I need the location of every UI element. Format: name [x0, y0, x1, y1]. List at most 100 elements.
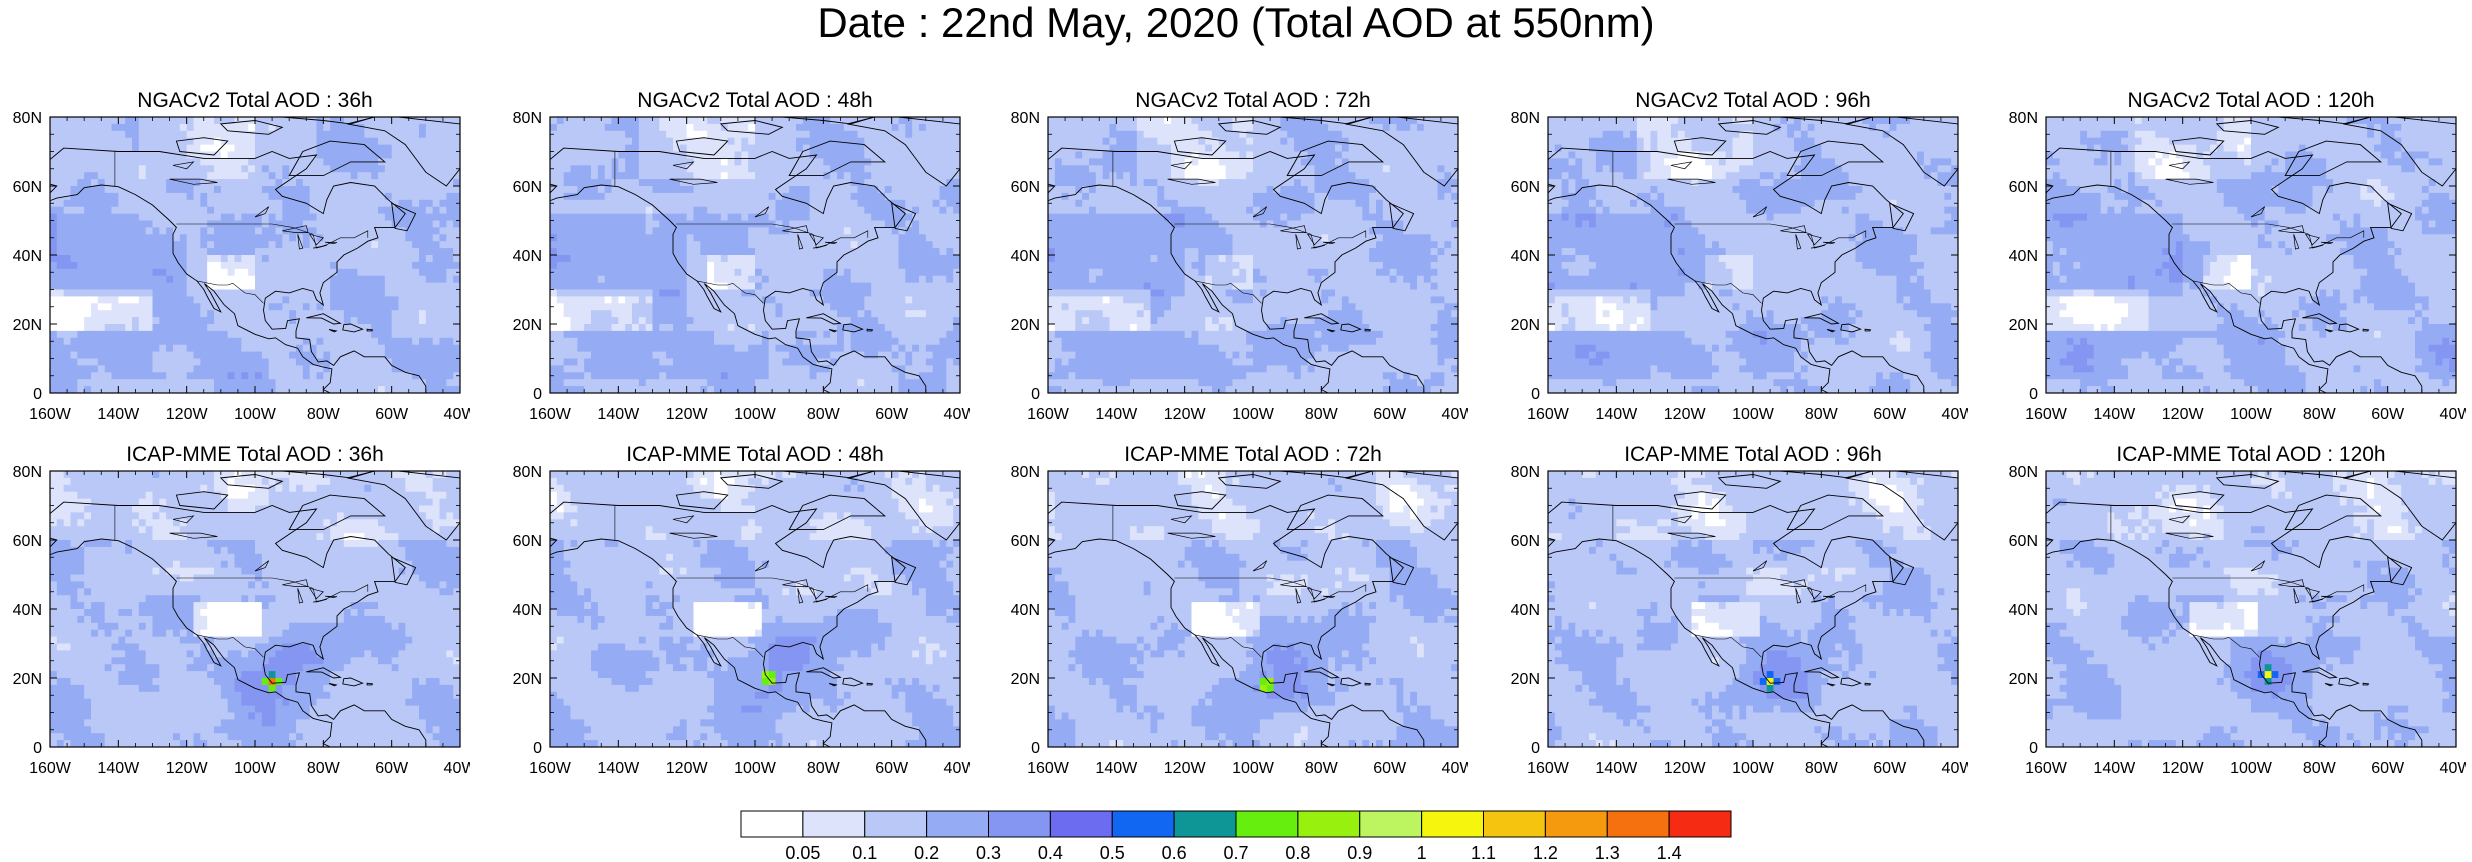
- aod-map: 160W 140W 120W 100W 80W 60W 40W 0 20N 40N 60N 80N: [1011, 110, 1468, 423]
- y-tick-label: 0: [33, 386, 42, 403]
- x-tick-label: 100W: [234, 406, 277, 423]
- colorbar-swatch: [1421, 810, 1485, 838]
- map-panel-ngacv2-5: NGACv2 Total AOD : 120h 160W 140W 120W 100W 8…: [1996, 88, 2466, 433]
- aod-map: 160W 140W 120W 100W 80W 60W 40W 0 20N 40N 60N 80N: [513, 464, 970, 777]
- coastlines: [50, 471, 460, 747]
- map-panel-ngacv2-1: NGACv2 Total AOD : 36h 160W 140W 120W 100W 80…: [0, 88, 470, 433]
- y-tick-label: 20N: [1511, 671, 1540, 688]
- map-plot-area: 160W 140W 120W 100W 80W 60W 40W 0 20N 40N 60N 80N: [2009, 464, 2466, 777]
- x-tick-label: 40W: [2440, 406, 2466, 423]
- y-tick-label: 20N: [1511, 317, 1540, 334]
- map-panel-icap-mme-5: ICAP-MME Total AOD : 120h 160W 140W 120W 100…: [1996, 442, 2466, 787]
- y-tick-label: 60N: [1511, 533, 1540, 550]
- coastlines: [50, 117, 460, 393]
- x-tick-label: 160W: [529, 406, 572, 423]
- map-panel-icap-mme-4: ICAP-MME Total AOD : 96h 160W 140W 120W 100W…: [1498, 442, 1968, 787]
- x-tick-label: 80W: [1805, 406, 1839, 423]
- x-tick-label: 100W: [2230, 406, 2273, 423]
- y-tick-label: 60N: [1011, 533, 1040, 550]
- x-tick-label: 60W: [1373, 406, 1407, 423]
- y-tick-label: 60N: [1511, 179, 1540, 196]
- map-plot-area: 160W 140W 120W 100W 80W 60W 40W 0 20N 40N 60N 80N: [13, 110, 470, 423]
- y-tick-label: 0: [1531, 386, 1540, 403]
- x-tick-label: 160W: [1527, 406, 1570, 423]
- x-tick-label: 100W: [1732, 406, 1775, 423]
- x-tick-label: 100W: [734, 406, 777, 423]
- x-tick-label: 160W: [1027, 406, 1070, 423]
- x-tick-label: 140W: [597, 406, 640, 423]
- map-panel-ngacv2-3: NGACv2 Total AOD : 72h 160W 140W 120W 100W 80…: [998, 88, 1468, 433]
- y-tick-label: 0: [2029, 386, 2038, 403]
- x-tick-label: 140W: [2093, 406, 2136, 423]
- colorbar-swatch: [1606, 810, 1670, 838]
- colorbar-label: 0.4: [1038, 843, 1063, 862]
- y-tick-label: 40N: [13, 602, 42, 619]
- y-tick-label: 40N: [1511, 248, 1540, 265]
- y-tick-label: 0: [533, 386, 542, 403]
- x-tick-label: 60W: [875, 406, 909, 423]
- colorbar-label: 0.8: [1285, 843, 1310, 862]
- y-tick-label: 40N: [513, 602, 542, 619]
- aod-map: 160W 140W 120W 100W 80W 60W 40W 0 20N 40N 60N 80N: [13, 110, 470, 423]
- x-tick-label: 80W: [1305, 406, 1339, 423]
- x-tick-label: 140W: [1595, 760, 1638, 777]
- map-plot-area: 160W 140W 120W 100W 80W 60W 40W 0 20N 40N 60N 80N: [13, 464, 470, 777]
- x-tick-label: 100W: [734, 760, 777, 777]
- x-tick-label: 140W: [97, 406, 140, 423]
- aod-field: [1548, 471, 1958, 747]
- map-panel-ngacv2-2: NGACv2 Total AOD : 48h 160W 140W 120W 100W 80…: [500, 88, 970, 433]
- x-tick-label: 140W: [1595, 406, 1638, 423]
- x-tick-label: 60W: [2371, 406, 2405, 423]
- coastlines: [1048, 117, 1458, 393]
- y-tick-label: 80N: [2009, 464, 2038, 481]
- aod-field: [50, 471, 460, 747]
- colorbar-label: 1.1: [1471, 843, 1496, 862]
- map-plot-area: 160W 140W 120W 100W 80W 60W 40W 0 20N 40N 60N 80N: [513, 464, 970, 777]
- y-tick-label: 20N: [1011, 317, 1040, 334]
- x-tick-label: 60W: [1873, 760, 1907, 777]
- panel-title: NGACv2 Total AOD : 48h: [520, 88, 990, 114]
- y-tick-label: 0: [533, 740, 542, 757]
- coastlines: [1548, 471, 1958, 747]
- y-tick-label: 40N: [1011, 602, 1040, 619]
- x-tick-label: 140W: [1095, 406, 1138, 423]
- colorbar-label: 1.4: [1657, 843, 1682, 862]
- x-tick-label: 120W: [666, 406, 709, 423]
- colorbar-swatch: [1544, 810, 1608, 838]
- map-panel-icap-mme-1: ICAP-MME Total AOD : 36h 160W 140W 120W 100W…: [0, 442, 470, 787]
- y-tick-label: 80N: [13, 110, 42, 127]
- colorbar-label: 0.3: [976, 843, 1001, 862]
- x-tick-label: 80W: [2303, 760, 2337, 777]
- map-plot-area: 160W 140W 120W 100W 80W 60W 40W 0 20N 40N 60N 80N: [1011, 110, 1468, 423]
- x-tick-label: 40W: [1442, 760, 1468, 777]
- y-tick-label: 80N: [2009, 110, 2038, 127]
- y-tick-label: 80N: [1011, 110, 1040, 127]
- colorbar-label: 0.05: [785, 843, 820, 862]
- colorbar-swatch: [988, 810, 1051, 838]
- colorbar-swatch: [1049, 810, 1113, 838]
- x-tick-label: 40W: [1442, 406, 1468, 423]
- x-tick-label: 160W: [29, 760, 72, 777]
- coastlines: [550, 117, 960, 393]
- y-tick-label: 40N: [1011, 248, 1040, 265]
- y-tick-label: 60N: [2009, 533, 2038, 550]
- x-tick-label: 120W: [166, 760, 209, 777]
- coastlines: [1548, 117, 1958, 393]
- colorbar-swatch: [1235, 810, 1299, 838]
- y-tick-label: 60N: [1011, 179, 1040, 196]
- x-tick-label: 40W: [1942, 760, 1968, 777]
- map-plot-area: 160W 140W 120W 100W 80W 60W 40W 0 20N 40N 60N 80N: [1511, 110, 1968, 423]
- panel-title: NGACv2 Total AOD : 96h: [1518, 88, 1988, 114]
- coastlines: [2046, 471, 2456, 747]
- colorbar-label: 0.2: [914, 843, 939, 862]
- panel-title: ICAP-MME Total AOD : 96h: [1518, 442, 1988, 468]
- x-tick-label: 40W: [944, 760, 970, 777]
- x-tick-label: 80W: [1805, 760, 1839, 777]
- y-tick-label: 60N: [513, 533, 542, 550]
- colorbar-swatch: [802, 810, 866, 838]
- x-tick-label: 100W: [2230, 760, 2273, 777]
- colorbar-swatch: [740, 810, 804, 838]
- x-tick-label: 140W: [2093, 760, 2136, 777]
- coastlines: [2046, 117, 2456, 393]
- x-tick-label: 80W: [807, 760, 841, 777]
